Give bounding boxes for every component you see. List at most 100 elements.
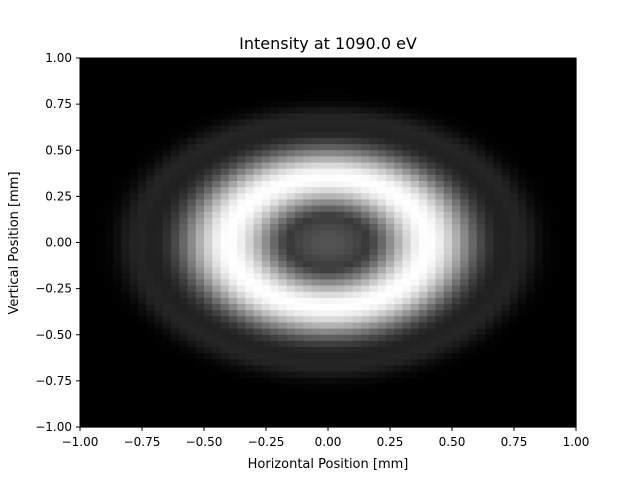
- heatmap-cell: [237, 125, 246, 133]
- heatmap-cell: [195, 316, 205, 324]
- heatmap-cell: [237, 383, 246, 391]
- heatmap-cell: [113, 193, 122, 201]
- heatmap-cell: [485, 82, 494, 90]
- heatmap-cell: [88, 82, 98, 90]
- heatmap-cell: [245, 119, 255, 127]
- heatmap-cell: [410, 254, 420, 262]
- heatmap-cell: [452, 76, 461, 84]
- heatmap-cell: [162, 125, 172, 133]
- heatmap-cell: [104, 150, 114, 157]
- heatmap-cell: [270, 107, 279, 114]
- heatmap-cell: [220, 199, 230, 207]
- heatmap-cell: [88, 217, 98, 225]
- heatmap-cell: [534, 248, 544, 256]
- heatmap-cell: [270, 396, 279, 403]
- heatmap-cell: [154, 408, 164, 416]
- heatmap-cell: [352, 230, 362, 237]
- heatmap-cell: [311, 211, 321, 219]
- heatmap-cell: [104, 322, 114, 330]
- heatmap-cell: [88, 267, 98, 274]
- heatmap-cell: [245, 304, 255, 311]
- heatmap-cell: [501, 242, 511, 250]
- heatmap-cell: [261, 199, 271, 207]
- heatmap-cell: [245, 82, 255, 90]
- heatmap-cell: [261, 205, 271, 213]
- heatmap-cell: [551, 260, 561, 268]
- heatmap-cell: [270, 94, 279, 102]
- heatmap-cell: [88, 224, 98, 231]
- heatmap-cell: [418, 396, 428, 403]
- heatmap-cell: [170, 224, 180, 231]
- heatmap-cell: [88, 199, 98, 207]
- heatmap-cell: [195, 131, 205, 139]
- heatmap-cell: [278, 113, 288, 121]
- heatmap-cell: [154, 390, 164, 397]
- heatmap-cell: [129, 334, 139, 342]
- heatmap-cell: [402, 242, 412, 250]
- heatmap-cell: [96, 297, 106, 305]
- heatmap-cell: [170, 119, 180, 127]
- heatmap-cell: [253, 408, 263, 416]
- heatmap-cell: [88, 230, 98, 237]
- heatmap-cell: [518, 101, 527, 108]
- heatmap-cell: [170, 248, 180, 256]
- heatmap-cell: [137, 205, 147, 213]
- heatmap-cell: [518, 217, 527, 225]
- heatmap-cell: [559, 420, 569, 428]
- heatmap-cell: [361, 304, 370, 311]
- heatmap-cell: [204, 310, 213, 317]
- heatmap-cell: [385, 125, 395, 133]
- heatmap-cell: [311, 316, 321, 324]
- heatmap-cell: [509, 119, 519, 127]
- heatmap-cell: [567, 230, 577, 237]
- heatmap-cell: [245, 402, 255, 410]
- heatmap-cell: [96, 279, 106, 287]
- heatmap-cell: [212, 236, 222, 244]
- heatmap-cell: [204, 242, 213, 250]
- heatmap-cell: [204, 236, 213, 244]
- heatmap-cell: [551, 347, 561, 354]
- heatmap-cell: [410, 260, 420, 268]
- heatmap-cell: [129, 383, 139, 391]
- heatmap-cell: [385, 383, 395, 391]
- heatmap-cell: [88, 279, 98, 287]
- heatmap-cell: [129, 94, 139, 102]
- heatmap-cell: [104, 267, 114, 274]
- heatmap-cell: [220, 144, 230, 151]
- heatmap-cell: [179, 279, 189, 287]
- heatmap-cell: [518, 156, 527, 164]
- heatmap-cell: [410, 119, 420, 127]
- heatmap-cell: [418, 242, 428, 250]
- heatmap-cell: [468, 131, 478, 139]
- heatmap-cell: [344, 193, 354, 201]
- heatmap-cell: [493, 322, 503, 330]
- heatmap-cell: [80, 371, 89, 379]
- heatmap-cell: [195, 297, 205, 305]
- heatmap-cell: [245, 125, 255, 133]
- heatmap-cell: [476, 322, 486, 330]
- heatmap-cell: [476, 402, 486, 410]
- heatmap-cell: [509, 291, 519, 299]
- heatmap-cell: [328, 199, 337, 207]
- heatmap-cell: [336, 58, 346, 65]
- heatmap-cell: [509, 408, 519, 416]
- heatmap-cell: [278, 267, 288, 274]
- heatmap-cell: [551, 396, 561, 403]
- heatmap-cell: [88, 119, 98, 127]
- heatmap-cell: [402, 70, 412, 78]
- heatmap-cell: [179, 174, 189, 182]
- heatmap-cell: [501, 131, 511, 139]
- heatmap-cell: [162, 254, 172, 262]
- heatmap-cell: [418, 340, 428, 348]
- heatmap-cell: [137, 322, 147, 330]
- heatmap-cell: [137, 70, 147, 78]
- heatmap-cell: [113, 359, 122, 367]
- heatmap-cell: [460, 156, 470, 164]
- heatmap-cell: [559, 347, 569, 354]
- heatmap-cell: [179, 150, 189, 157]
- heatmap-cell: [509, 353, 519, 360]
- heatmap-cell: [270, 174, 279, 182]
- heatmap-cell: [460, 254, 470, 262]
- heatmap-cell: [369, 260, 379, 268]
- heatmap-cell: [154, 353, 164, 360]
